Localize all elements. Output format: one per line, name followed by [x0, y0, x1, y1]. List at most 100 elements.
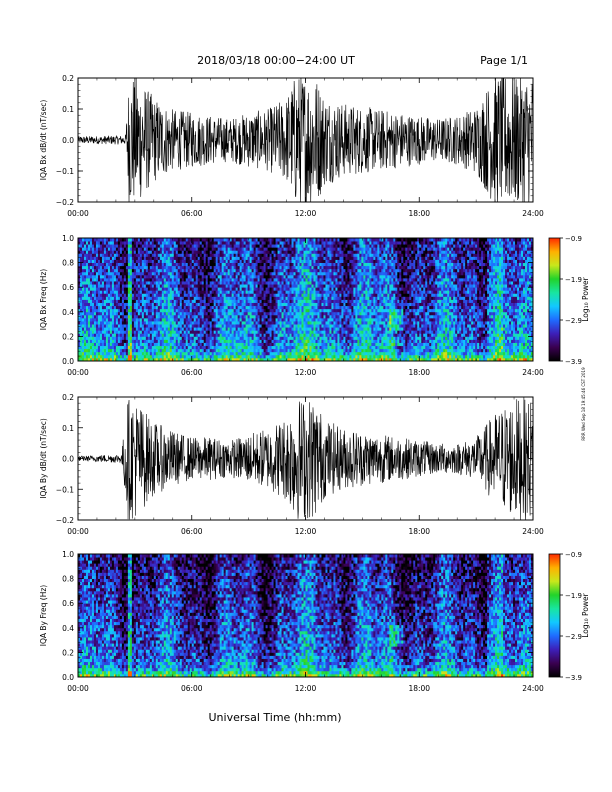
spectrogram-cell	[141, 259, 145, 263]
spectrogram-cell	[95, 333, 99, 337]
spectrogram-cell	[135, 262, 139, 267]
spectrogram-cell	[91, 311, 95, 316]
y-tick-label: 0.2	[62, 74, 74, 83]
spectrogram-cell	[80, 333, 83, 337]
spectrogram-cell	[149, 339, 153, 343]
spectrogram-cell	[107, 314, 111, 319]
spectrogram-cell	[95, 259, 99, 263]
spectrogram-cell	[137, 268, 141, 273]
spectrogram-cell	[163, 339, 167, 343]
spectrogram-cell	[139, 342, 143, 347]
spectrogram-cell	[113, 321, 117, 325]
spectrogram-cell	[87, 238, 91, 242]
spectrogram-cell	[93, 348, 97, 353]
spectrogram-cell	[105, 357, 109, 362]
spectrogram-cell	[109, 284, 113, 288]
spectrogram-cell	[111, 238, 115, 242]
spectrogram-cell	[147, 290, 151, 294]
spectrogram-cell	[81, 321, 85, 325]
spectrogram-cell	[159, 330, 163, 334]
spectrogram-cell	[80, 336, 83, 340]
spectrogram-cell	[89, 357, 93, 362]
spectrogram-cell	[165, 244, 169, 248]
spectrogram-cell	[107, 244, 111, 248]
spectrogram-cell	[97, 250, 101, 254]
spectrogram-cell	[123, 299, 127, 303]
spectrogram-cell	[161, 357, 165, 362]
spectrogram-cell	[91, 317, 95, 322]
spectrogram-cell	[121, 351, 125, 356]
spectrogram-cell	[167, 262, 171, 267]
spectrogram-cell	[137, 308, 141, 313]
spectrogram-cell	[89, 250, 93, 254]
spectrogram-cell	[159, 262, 163, 267]
spectrogram-cell	[97, 308, 101, 313]
spectrogram-cell	[105, 238, 109, 242]
spectrogram-cell	[80, 311, 83, 316]
spectrogram-cell	[93, 244, 97, 248]
spectrogram-cell	[103, 281, 107, 285]
spectrogram-cell	[97, 339, 101, 343]
spectrogram-cell	[159, 293, 163, 297]
spectrogram-cell	[147, 277, 151, 282]
spectrogram-cell	[91, 271, 95, 276]
spectrogram-cell	[78, 324, 81, 328]
spectrogram-cell	[155, 339, 159, 343]
page-title: 2018/03/18 00:00−24:00 UT	[197, 54, 355, 67]
spectrogram-cell	[157, 302, 161, 307]
spectrogram-cell	[91, 351, 95, 356]
spectrogram-cell	[135, 321, 139, 325]
spectrogram-cell	[135, 339, 139, 343]
spectrogram-cell	[151, 274, 155, 279]
spectrogram-cell	[137, 296, 141, 300]
spectrogram-cell	[153, 281, 157, 285]
spectrogram-cell	[135, 259, 139, 263]
spectrogram-cell	[115, 293, 119, 297]
panel-1: −0.2−0.10.00.10.200:00 06:00 12:00 18:00 24:…	[39, 74, 544, 218]
spectrogram-cell	[85, 238, 89, 242]
spectrogram-cell	[145, 271, 149, 276]
spectrogram-cell	[167, 351, 171, 356]
spectrogram-cell	[145, 238, 149, 242]
spectrogram-cell	[157, 333, 161, 337]
spectrogram-cell	[81, 317, 85, 322]
spectrogram-cell	[141, 339, 145, 343]
spectrogram-cell	[155, 287, 159, 291]
spectrogram-cell	[119, 330, 123, 334]
spectrogram-cell	[127, 262, 131, 267]
spectrogram-cell	[81, 241, 85, 245]
spectrogram-cell	[157, 281, 161, 285]
spectrogram-cell	[145, 357, 149, 362]
spectrogram-cell	[135, 333, 139, 337]
spectrogram-cell	[119, 348, 123, 353]
spectrogram-cell	[127, 311, 131, 316]
spectrogram-cell	[117, 256, 121, 260]
spectrogram-cell	[133, 317, 137, 322]
spectrogram-cell	[109, 327, 113, 331]
spectrogram-cell	[143, 317, 147, 322]
spectrogram-cell	[121, 327, 125, 331]
spectrogram-cell	[143, 256, 147, 260]
spectrogram-cell	[103, 238, 107, 242]
spectrogram-cell	[151, 268, 155, 273]
spectrogram-cell	[109, 302, 113, 307]
spectrogram-cell	[107, 241, 111, 245]
spectrogram-cell	[141, 311, 145, 316]
spectrogram-cell	[139, 244, 143, 248]
spectrogram-cell	[109, 339, 113, 343]
spectrogram-cell	[123, 247, 127, 251]
spectrogram-cell	[81, 333, 85, 337]
spectrogram-cell	[89, 299, 93, 303]
spectrogram-cell	[155, 354, 159, 359]
spectrogram-cell	[121, 345, 125, 350]
spectrogram-cell	[159, 333, 163, 337]
spectrogram-cell	[145, 321, 149, 325]
spectrogram-cell	[97, 305, 101, 310]
spectrogram-cell	[121, 238, 125, 242]
spectrogram-cell	[80, 342, 83, 347]
spectrogram-cell	[141, 354, 145, 359]
spectrogram-cell	[83, 253, 87, 257]
spectrogram-cell	[87, 302, 91, 307]
spectrogram-cell	[151, 241, 155, 245]
spectrogram-cell	[103, 302, 107, 307]
